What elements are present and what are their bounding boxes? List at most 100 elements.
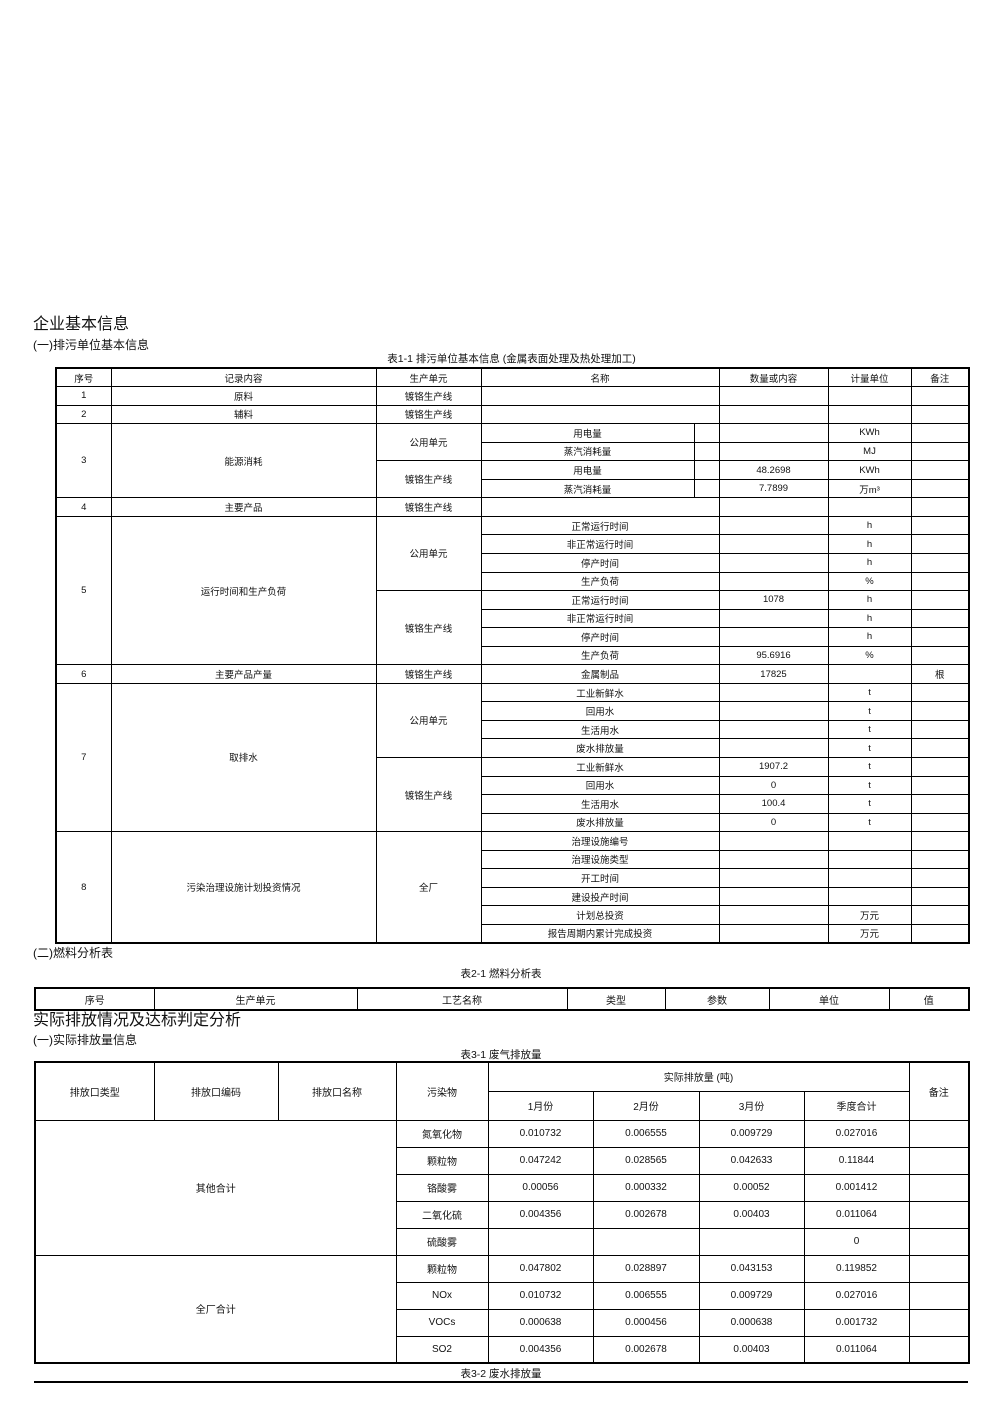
cell (910, 552, 970, 573)
header-cell: 计量单位 (827, 367, 912, 388)
cell (827, 849, 912, 870)
cell: 根 (910, 664, 970, 684)
cell: 0.011064 (803, 1200, 910, 1229)
cell (718, 404, 829, 425)
cell (693, 423, 720, 443)
cell: 0.043153 (698, 1254, 805, 1283)
cell: 1 (55, 386, 112, 406)
cell (718, 441, 829, 462)
cell (718, 552, 829, 573)
cell: 开工时间 (480, 868, 720, 888)
cell (718, 497, 829, 517)
cell: 镀铬生产线 (375, 460, 482, 499)
cell (908, 1308, 970, 1337)
cell (827, 868, 912, 888)
cell: 氮氧化物 (395, 1119, 489, 1148)
cell (698, 1227, 805, 1256)
cell: 蒸汽消耗量 (480, 478, 695, 499)
cell: 1078 (718, 590, 829, 610)
cell: % (827, 645, 912, 666)
cell: 非正常运行时间 (480, 534, 720, 554)
cell: 铬酸雾 (395, 1173, 489, 1202)
cell (718, 905, 829, 925)
header-cell: 2月份 (592, 1090, 700, 1121)
cell (718, 868, 829, 888)
cell: 100.4 (718, 794, 829, 814)
subsection-basic-info: (一)排污单位基本信息 (33, 338, 149, 352)
cell: 废水排放量 (480, 738, 720, 758)
cell: 0.000638 (487, 1308, 594, 1337)
cell: MJ (827, 441, 912, 462)
cell: 0.000456 (592, 1308, 700, 1337)
cell: 用电量 (480, 423, 695, 443)
cell: 万元 (827, 923, 912, 944)
cell: 公用单元 (375, 682, 482, 758)
cell (718, 608, 829, 629)
cell: 报告周期内累计完成投资 (480, 923, 720, 944)
cell: 0 (718, 775, 829, 796)
cell: 0.009729 (698, 1281, 805, 1310)
cell: 0.00056 (487, 1173, 594, 1202)
cell: 治理设施编号 (480, 831, 720, 851)
cell: 辅料 (110, 404, 377, 425)
section-title-emission-analysis: 实际排放情况及达标判定分析 (33, 1012, 242, 1029)
cell: 停产时间 (480, 627, 720, 647)
cell (718, 719, 829, 740)
cell: 3 (55, 423, 112, 499)
cell: t (827, 682, 912, 703)
cell (908, 1254, 970, 1283)
cell (718, 923, 829, 944)
cell: 用电量 (480, 460, 695, 480)
cell: 金属制品 (480, 664, 720, 684)
cell: 回用水 (480, 775, 720, 796)
cell (910, 923, 970, 944)
subsection-emission-info: (一)实际排放量信息 (33, 1033, 137, 1047)
cell: 0 (803, 1227, 910, 1256)
header-cell: 实际排放量 (吨) (487, 1061, 910, 1092)
cell: 镀铬生产线 (375, 590, 482, 666)
cell: 蒸汽消耗量 (480, 441, 695, 462)
cell: 硫酸雾 (395, 1227, 489, 1256)
header-cell: 名称 (480, 367, 720, 388)
cell: 0.002678 (592, 1335, 700, 1364)
cell: 取排水 (110, 682, 377, 833)
cell: 0.004356 (487, 1200, 594, 1229)
cell (910, 404, 970, 425)
cell: SO2 (395, 1335, 489, 1364)
header-cell: 生产单元 (153, 987, 358, 1011)
cell: 主要产品 (110, 497, 377, 517)
cell: 0.001412 (803, 1173, 910, 1202)
cell: 工业新鲜水 (480, 756, 720, 777)
cell (910, 478, 970, 499)
cell: h (827, 534, 912, 554)
cell: t (827, 775, 912, 796)
cell: 废水排放量 (480, 812, 720, 833)
header-cell: 1月份 (487, 1090, 594, 1121)
cell (592, 1227, 700, 1256)
cell: t (827, 701, 912, 721)
cell: 95.6916 (718, 645, 829, 666)
cell: 5 (55, 515, 112, 666)
cell: 0.002678 (592, 1200, 700, 1229)
cell (908, 1173, 970, 1202)
cell: 4 (55, 497, 112, 517)
header-cell: 值 (888, 987, 970, 1011)
cell: 回用水 (480, 701, 720, 721)
cell: 0.000638 (698, 1308, 805, 1337)
cell: 0.119852 (803, 1254, 910, 1283)
cell: 0.006555 (592, 1119, 700, 1148)
cell (718, 849, 829, 870)
header-cell: 生产单元 (375, 367, 482, 388)
cell: t (827, 756, 912, 777)
cell: 颗粒物 (395, 1254, 489, 1283)
cell (910, 515, 970, 536)
cell: 17825 (718, 664, 829, 684)
cell: 0.042633 (698, 1146, 805, 1175)
cell: 镀铬生产线 (375, 386, 482, 406)
cell (827, 664, 912, 684)
header-cell: 记录内容 (110, 367, 377, 388)
cell: 主要产品产量 (110, 664, 377, 684)
header-cell: 季度合计 (803, 1090, 910, 1121)
cell: t (827, 812, 912, 833)
cell: 0 (718, 812, 829, 833)
